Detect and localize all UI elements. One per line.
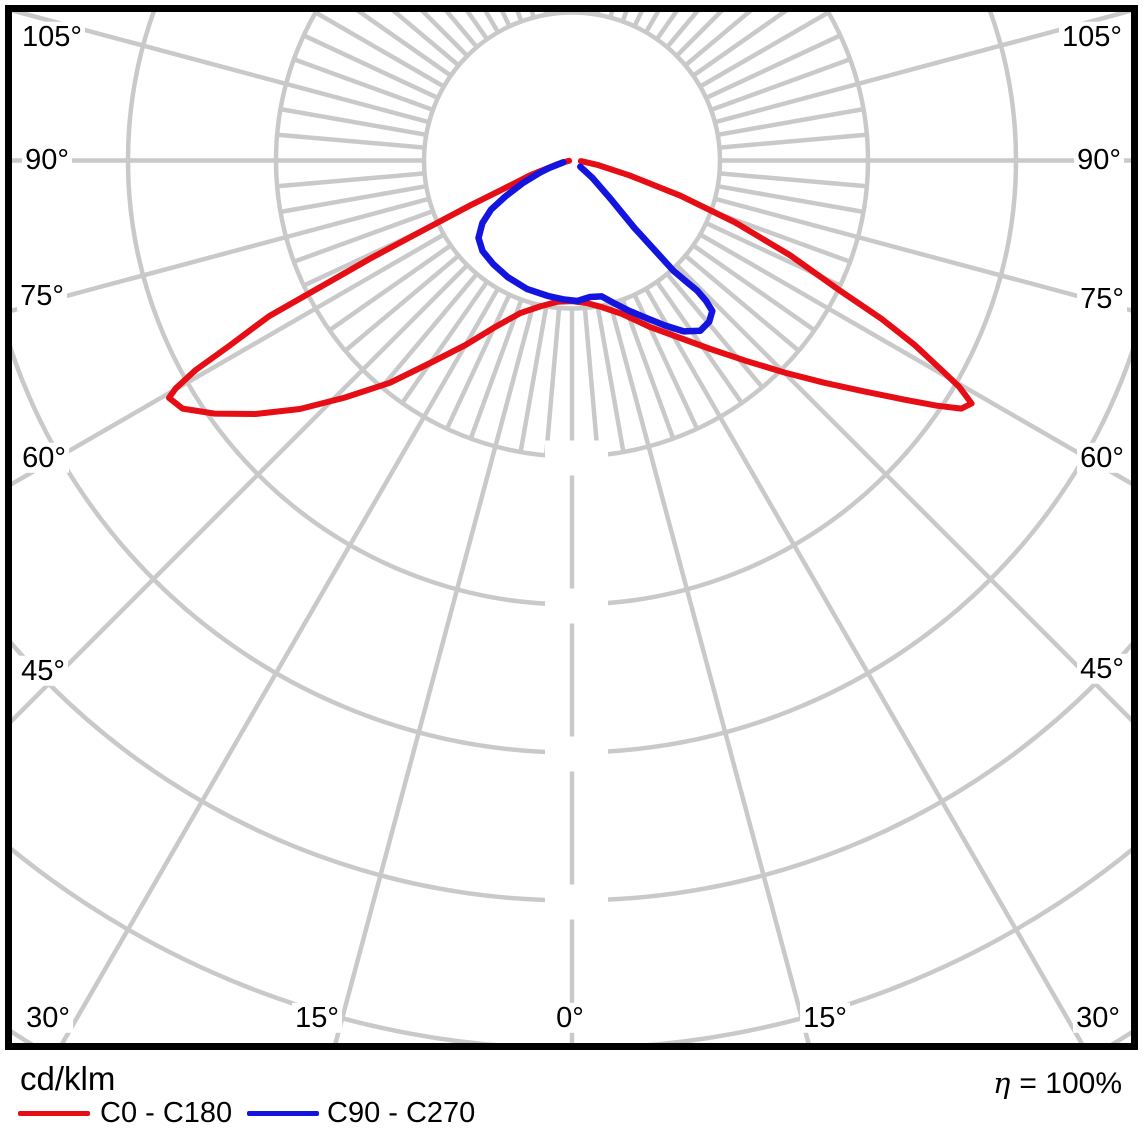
grid-radial-tick <box>391 12 461 68</box>
grid-radial-tick <box>518 305 549 453</box>
grid-radial-major <box>332 302 536 1044</box>
angle-label-left-2: 75° <box>17 280 67 311</box>
grid-radial-major <box>12 12 430 125</box>
legend-swatch-c90-c270 <box>247 1111 319 1116</box>
angle-label-right-1: 45° <box>1077 653 1127 684</box>
grid-radial-tick <box>302 33 439 100</box>
radial-scale-box <box>545 884 608 920</box>
grid-radial-major <box>12 263 469 724</box>
grid-radial-tick <box>343 253 461 353</box>
grid-radial-major <box>714 12 1131 125</box>
grid-radial-tick <box>280 106 427 138</box>
grid-radial-tick <box>675 12 724 58</box>
grid-radial-tick <box>444 293 512 430</box>
angle-label-bottom-1: 0° <box>553 1002 587 1033</box>
angle-label-bottom-0: 15° <box>292 1002 342 1033</box>
grid-radial-tick <box>465 12 489 41</box>
angle-label-right-4: 90° <box>1074 144 1124 175</box>
grid-radial-tick <box>691 12 789 78</box>
plot-border <box>5 5 1138 1050</box>
grid-radial-tick <box>280 183 427 215</box>
angle-label-right-0: 30° <box>1073 1002 1123 1033</box>
grid-radial-tick <box>276 132 425 150</box>
grid-radial-tick <box>655 12 679 41</box>
grid-radial-tick <box>543 307 562 456</box>
angle-label-bottom-2: 15° <box>800 1002 850 1033</box>
radial-scale-box <box>545 736 608 772</box>
grid-radial-tick <box>468 298 524 440</box>
curve-c90-c270 <box>475 159 716 335</box>
grid-radial-tick <box>699 12 830 89</box>
grid-radial-major <box>608 302 812 1044</box>
grid-radial-tick <box>717 106 864 138</box>
angle-label-left-0: 105° <box>19 21 85 52</box>
grid-radial-tick <box>691 243 816 333</box>
grid-radial-tick <box>355 12 453 78</box>
angle-label-right-3: 75° <box>1077 283 1127 314</box>
eta-value: = 100% <box>1019 1067 1122 1100</box>
grid-radial-major <box>12 232 445 487</box>
grid-radial-tick <box>620 298 676 440</box>
legend-label-c0-c180: C0 - C180 <box>100 1097 233 1129</box>
angle-label-left-4: 45° <box>18 655 68 686</box>
angle-label-left-3: 60° <box>19 442 69 473</box>
angle-label-right-5: 105° <box>1059 21 1125 52</box>
eta-symbol: η <box>993 1066 1011 1100</box>
grid-radial-tick <box>400 280 489 405</box>
grid-radial-tick <box>420 12 469 58</box>
grid-radial-tick <box>380 272 479 389</box>
light-output-ratio-label: η = 100% <box>993 1069 1122 1099</box>
grid-radial-tick <box>717 183 864 215</box>
units-label: cd/klm <box>20 1060 116 1097</box>
grid-radial-tick <box>719 132 868 150</box>
grid-radial-major <box>12 196 430 313</box>
grid-radial-tick <box>328 243 453 333</box>
radial-scale-boxes <box>545 440 608 920</box>
grid-radial-major <box>699 232 1131 486</box>
grid-radial-tick <box>595 305 626 453</box>
radial-scale-box <box>545 440 608 476</box>
radial-scale-box <box>545 588 608 624</box>
grid-radial-tick <box>444 12 479 49</box>
grid-radial-major <box>714 196 1131 313</box>
legend-swatch-c0-c180 <box>18 1111 90 1116</box>
intensity-curves <box>166 157 975 417</box>
grid-radial-tick <box>683 253 801 353</box>
grid-radial-tick <box>710 57 851 112</box>
grid-radial-tick <box>665 12 700 49</box>
grid-radial-major <box>59 287 500 1044</box>
angle-label-left-5: 30° <box>23 1002 73 1033</box>
angle-label-left-1: 90° <box>22 144 72 175</box>
grid-radial-tick <box>276 171 425 189</box>
grid-radial-tick <box>719 171 868 189</box>
grid-radial-tick <box>293 209 434 264</box>
grid-radial-tick <box>705 33 842 100</box>
grid-radial-major <box>644 287 1085 1044</box>
grid-radial-tick <box>314 12 445 89</box>
grid-radial-major <box>675 263 1131 723</box>
grid-radial-tick <box>582 307 601 456</box>
legend-label-c90-c270: C90 - C270 <box>327 1097 476 1129</box>
grid-radial-tick <box>665 272 764 389</box>
grid-radial-tick <box>293 57 434 112</box>
angle-label-right-2: 60° <box>1077 442 1127 473</box>
grid-radial-tick <box>683 12 753 68</box>
